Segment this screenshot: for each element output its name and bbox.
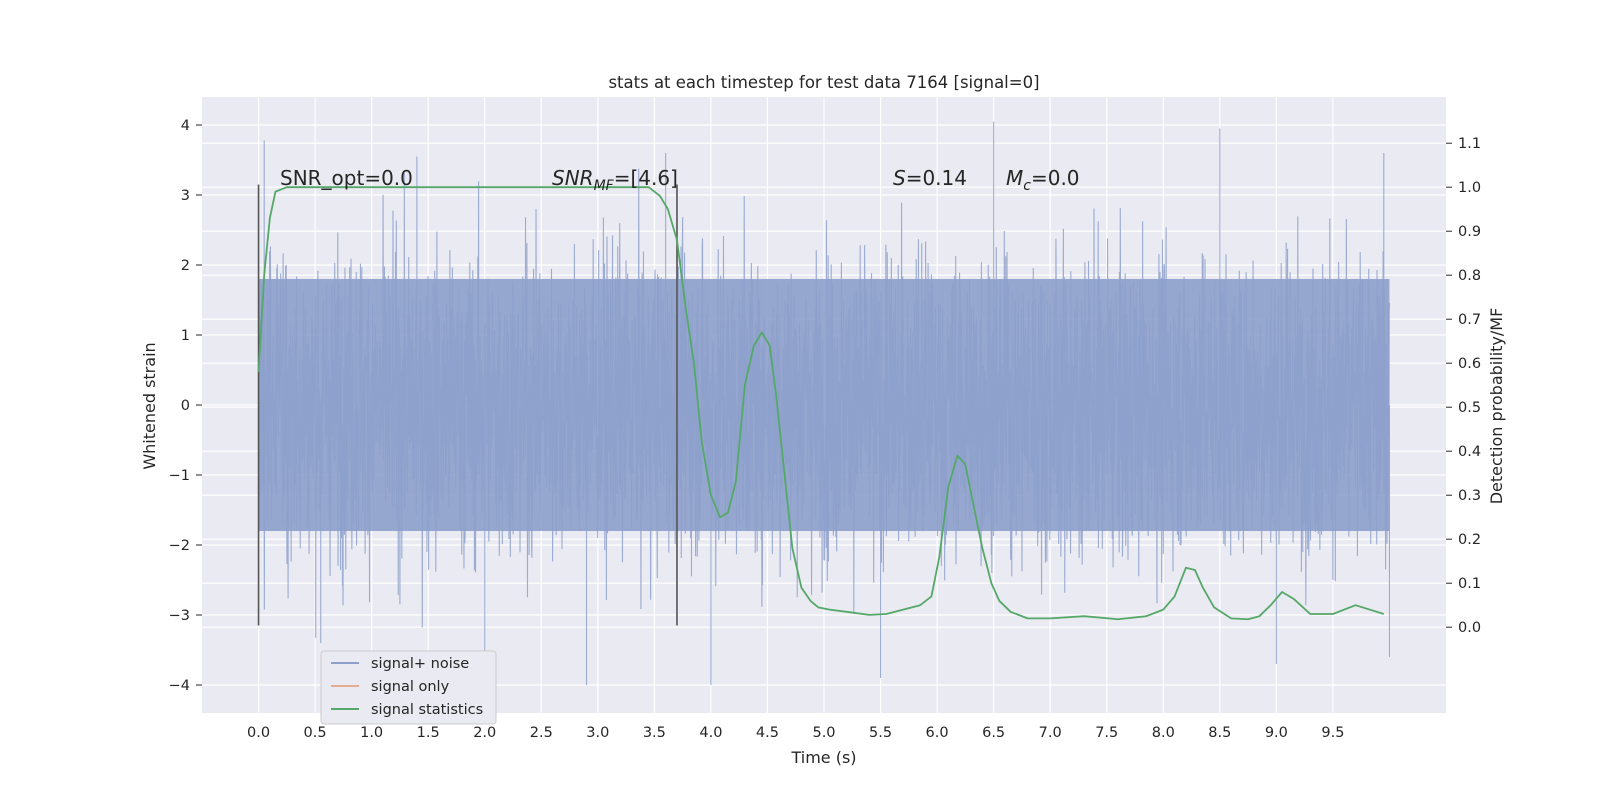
annotation-s-symbol: S [893,166,906,190]
x-tick-label: 1.5 [417,725,440,741]
x-tick-label: 7.0 [1039,725,1062,741]
chart-title: stats at each timestep for test data 716… [608,73,1039,92]
x-tick-label: 2.5 [530,725,553,741]
y-tick-label: 3 [181,188,190,204]
y2-tick-label: 0.1 [1458,576,1481,592]
annotation-snr-mf-sub: MF [594,178,615,194]
signal-statistics-line [257,186,1385,621]
x-tick-label: 5.5 [869,725,892,741]
y-tick-label: −4 [169,678,190,694]
y-tick-label: −2 [169,538,190,554]
x-tick-label: 8.5 [1208,725,1231,741]
x-tick-label: 3.0 [586,725,609,741]
x-tick-label: 2.0 [473,725,496,741]
x-tick-label: 6.5 [982,725,1005,741]
x-tick-label: 1.0 [360,725,383,741]
x-tick-label: 0.0 [247,725,270,741]
marker-lines [257,184,678,626]
annotation-snr-mf-base: SNR [552,166,594,190]
series-signal-statistics [257,186,1385,621]
x-tick-label: 7.5 [1095,725,1118,741]
legend-label-signal-statistics: signal statistics [371,702,483,718]
y2-tick-label: 0.4 [1458,444,1481,460]
y2-tick-label: 1.0 [1458,180,1481,196]
y2-tick-label: 0.9 [1458,224,1481,240]
series-signal-plus-noise [258,121,1390,685]
annotation-mc-base: M [1006,166,1023,190]
x-tick-label: 3.5 [643,725,666,741]
y-tick-label: 1 [181,328,190,344]
y2-axis-label: Detection probability/MF [1487,308,1506,505]
y-tick-label: 4 [181,118,190,134]
y2-tick-label: 0.3 [1458,488,1481,504]
annotation-mc-sub: c [1023,178,1031,194]
y2-tick-label: 0.8 [1458,268,1481,284]
y-tick-label: −1 [169,468,190,484]
signal-plus-noise-core [258,279,1390,531]
y2-tick-label: 0.7 [1458,312,1481,328]
x-tick-label: 0.5 [304,725,327,741]
y-axis-label: Whitened strain [140,342,159,469]
annotation-s: S=0.14 [893,166,967,190]
x-tick-label: 9.0 [1265,725,1288,741]
x-tick-label: 6.0 [926,725,949,741]
y-tick-label: 0 [181,398,190,414]
y-tick-label: −3 [169,608,190,624]
annotation-snr-mf-value: =[4.6] [614,166,678,190]
legend-label-signal-only: signal only [371,679,450,695]
y2-tick-label: 0.2 [1458,532,1481,548]
x-axis-label: Time (s) [790,748,856,767]
y2-tick-label: 0.5 [1458,400,1481,416]
x-tick-label: 4.0 [699,725,722,741]
legend-label-signal-plus-noise: signal+ noise [371,656,469,672]
x-tick-label: 9.5 [1321,725,1344,741]
y-tick-label: 2 [181,258,190,274]
x-tick-label: 5.0 [812,725,835,741]
annotation-snr-mf: SNRMF=[4.6] [552,166,678,194]
y2-tick-label: 0.6 [1458,356,1481,372]
annotation-snr-opt: SNR_opt=0.0 [280,166,413,190]
tick-labels: 0.0 0.5 1.0 1.5 2.0 2.5 3.0 3.5 4.0 4.5 5.0 5.5 6.0 6… [169,118,1481,741]
annotation-mc-value: =0.0 [1031,166,1080,190]
legend: signal+ noise signal only signal statist… [320,650,497,725]
x-tick-label: 8.0 [1152,725,1175,741]
legend-box [320,650,497,725]
x-tick-label: 4.5 [756,725,779,741]
y2-tick-label: 1.1 [1458,136,1481,152]
y2-tick-label: 0.0 [1458,620,1481,636]
annotation-s-value: =0.14 [906,166,967,190]
annotation-mc: Mc=0.0 [1006,166,1080,194]
